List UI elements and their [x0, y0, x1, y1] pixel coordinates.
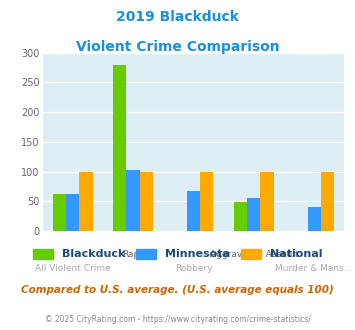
Text: All Violent Crime: All Violent Crime — [35, 264, 111, 273]
Bar — [200, 172, 213, 231]
Bar — [187, 191, 200, 231]
Bar — [80, 172, 93, 231]
Text: © 2025 CityRating.com - https://www.cityrating.com/crime-statistics/: © 2025 CityRating.com - https://www.city… — [45, 315, 310, 324]
Bar — [66, 194, 80, 231]
Text: Aggravated Assault: Aggravated Assault — [209, 250, 298, 259]
Bar — [113, 65, 126, 231]
Text: Compared to U.S. average. (U.S. average equals 100): Compared to U.S. average. (U.S. average … — [21, 285, 334, 295]
Bar — [247, 198, 261, 231]
Bar — [234, 203, 247, 231]
Bar — [321, 172, 334, 231]
Legend: Blackduck, Minnesota, National: Blackduck, Minnesota, National — [33, 249, 322, 259]
Bar — [126, 170, 140, 231]
Text: Murder & Mans...: Murder & Mans... — [275, 264, 353, 273]
Text: Rape: Rape — [122, 250, 144, 259]
Bar — [307, 207, 321, 231]
Text: Robbery: Robbery — [175, 264, 212, 273]
Bar — [140, 172, 153, 231]
Bar — [261, 172, 274, 231]
Text: 2019 Blackduck: 2019 Blackduck — [116, 10, 239, 24]
Text: Violent Crime Comparison: Violent Crime Comparison — [76, 40, 279, 53]
Bar — [53, 194, 66, 231]
